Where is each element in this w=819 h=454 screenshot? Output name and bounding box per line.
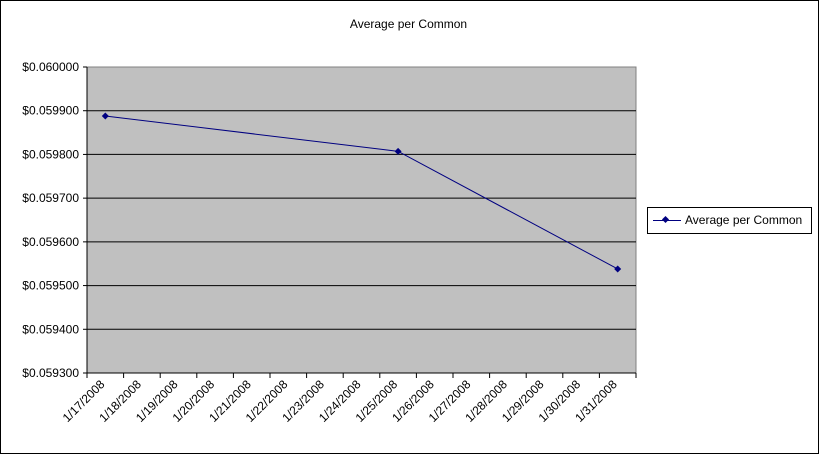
- y-tick-label: $0.059700: [22, 191, 79, 205]
- data-point: [394, 147, 402, 155]
- y-tick-label: $0.059300: [22, 366, 79, 380]
- y-tick-label: $0.059900: [22, 104, 79, 118]
- legend: Average per Common: [647, 207, 812, 234]
- y-tick-label: $0.059500: [22, 279, 79, 293]
- chart-title: Average per Common: [349, 17, 468, 31]
- plot-area: [86, 66, 637, 374]
- legend-label: Average per Common: [685, 213, 803, 227]
- y-tick-label: $0.060000: [22, 60, 79, 74]
- y-tick-label: $0.059800: [22, 147, 79, 161]
- data-point: [614, 265, 622, 273]
- y-tick-label: $0.059600: [22, 235, 79, 249]
- data-point: [101, 112, 109, 120]
- y-tick-label: $0.059400: [22, 322, 79, 336]
- legend-diamond-icon: [661, 215, 670, 224]
